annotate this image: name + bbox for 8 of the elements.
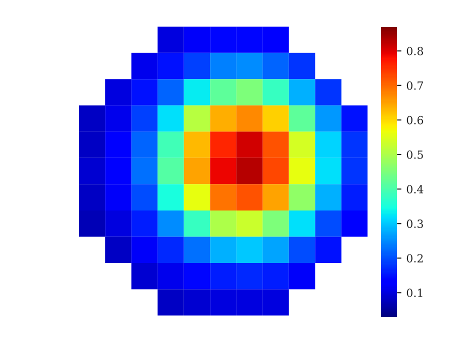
color-bar-label: 0.7 — [406, 81, 423, 90]
color-bar-label: 0.5 — [406, 150, 423, 159]
color-bar-label: 0.6 — [406, 116, 424, 124]
color-bar-label: 0.2 — [406, 254, 423, 262]
color-bar-label: 0.3 — [406, 220, 423, 228]
color-bar-label: 0.1 — [406, 288, 422, 298]
color-bar-label: 0.4 — [406, 185, 424, 194]
color-bar-label: 0.8 — [406, 46, 424, 56]
